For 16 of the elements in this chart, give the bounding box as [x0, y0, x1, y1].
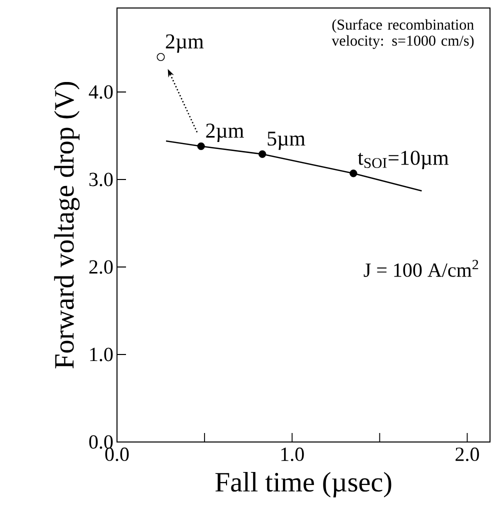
x-axis-title: Fall time (µsec): [215, 472, 392, 498]
x-tick-label: 0.0: [105, 448, 129, 462]
annotation: 2µm: [166, 34, 204, 53]
y-tick-label: 4.0: [88, 85, 113, 99]
annotation: J = 100 A/cm$^{2}$: [364, 260, 478, 277]
annotation: t$_{SOI}$=10µm: [358, 150, 449, 170]
y-tick-label: 3.0: [89, 172, 113, 186]
y-tick-label: 1.0: [90, 348, 113, 362]
y-tick-label: 2.0: [89, 260, 113, 274]
x-tick-label: 2.0: [456, 448, 479, 462]
y-tick-label: 0.0: [89, 435, 113, 449]
y-axis-title: Forward voltage drop (V): [54, 82, 80, 368]
annotation: 2µm: [206, 124, 244, 142]
x-tick-label: 1.0: [281, 448, 304, 462]
annotation: 5µm: [268, 132, 306, 150]
annotation: (Surface recombination velocity: s=1000 cm/s): [332, 19, 474, 49]
